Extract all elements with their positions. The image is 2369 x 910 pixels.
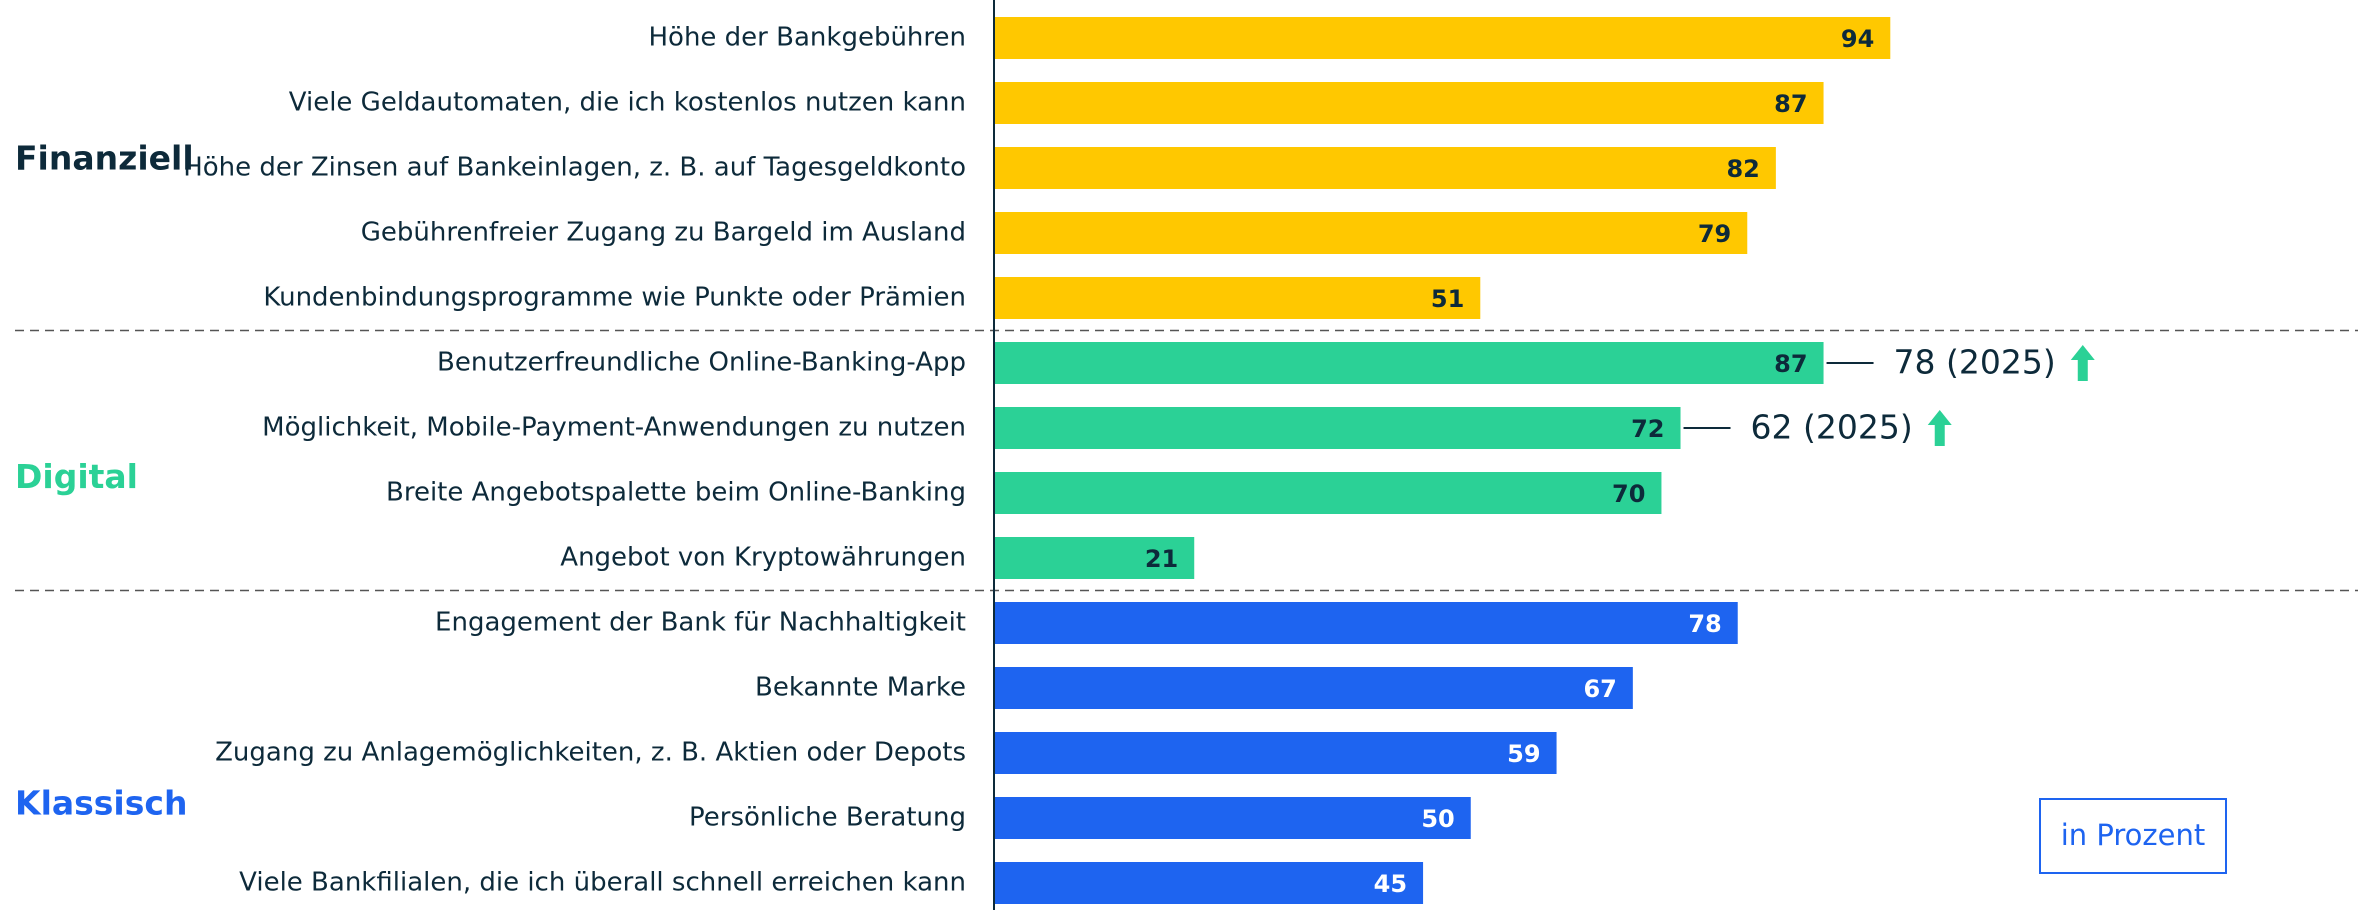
category-label: Zugang zu Anlagemöglichkeiten, z. B. Akt… <box>215 738 966 768</box>
group-label: Finanziell <box>15 139 194 178</box>
bar <box>994 732 1557 774</box>
bar <box>994 667 1633 709</box>
category-label: Viele Bankfilialen, die ich überall schn… <box>239 868 966 898</box>
up-arrow <box>2070 345 2095 381</box>
value-label: 78 <box>1688 610 1721 638</box>
bar <box>994 342 1824 384</box>
value-label: 87 <box>1774 90 1807 118</box>
bar <box>994 797 1471 839</box>
bar <box>994 147 1776 189</box>
bar <box>994 537 1195 579</box>
value-label: 51 <box>1431 285 1464 313</box>
bar <box>994 472 1662 514</box>
category-label: Bekannte Marke <box>755 673 966 703</box>
bar <box>994 212 1748 254</box>
value-label: 70 <box>1612 480 1645 508</box>
value-label: 72 <box>1631 415 1664 443</box>
value-label: 87 <box>1774 350 1807 378</box>
category-label: Gebührenfreier Zugang zu Bargeld im Ausl… <box>361 218 966 248</box>
category-label: Viele Geldautomaten, die ich kostenlos n… <box>289 88 966 118</box>
group-label: Digital <box>15 457 138 496</box>
category-label: Angebot von Kryptowährungen <box>560 543 966 573</box>
group-label: Klassisch <box>15 784 187 823</box>
annotation: 62 (2025) <box>1751 408 1913 447</box>
value-label: 59 <box>1507 740 1540 768</box>
value-label: 67 <box>1583 675 1616 703</box>
value-label: 82 <box>1726 155 1759 183</box>
value-label: 79 <box>1698 220 1731 248</box>
value-label: 45 <box>1374 870 1407 898</box>
category-label: Persönliche Beratung <box>689 803 966 833</box>
value-label: 94 <box>1841 25 1874 53</box>
up-arrow <box>1927 410 1952 446</box>
category-label: Engagement der Bank für Nachhaltigkeit <box>435 608 966 638</box>
bar <box>994 862 1424 904</box>
bar <box>994 277 1481 319</box>
value-label: 21 <box>1145 545 1178 573</box>
value-label: 50 <box>1421 805 1454 833</box>
category-label: Höhe der Zinsen auf Bankeinlagen, z. B. … <box>183 153 966 183</box>
category-label: Benutzerfreundliche Online-Banking-App <box>437 348 966 378</box>
bar <box>994 602 1738 644</box>
bar <box>994 82 1824 124</box>
category-label: Möglichkeit, Mobile-Payment-Anwendungen … <box>262 413 966 443</box>
category-label: Höhe der Bankgebühren <box>648 23 966 53</box>
note-box <box>2039 798 2227 874</box>
unit-note: in Prozent <box>2061 818 2205 852</box>
category-label: Kundenbindungsprogramme wie Punkte oder … <box>263 283 966 313</box>
annotation: 78 (2025) <box>1894 343 2056 382</box>
bar <box>994 17 1891 59</box>
category-label: Breite Angebotspalette beim Online-Banki… <box>386 478 966 508</box>
bar <box>994 407 1681 449</box>
